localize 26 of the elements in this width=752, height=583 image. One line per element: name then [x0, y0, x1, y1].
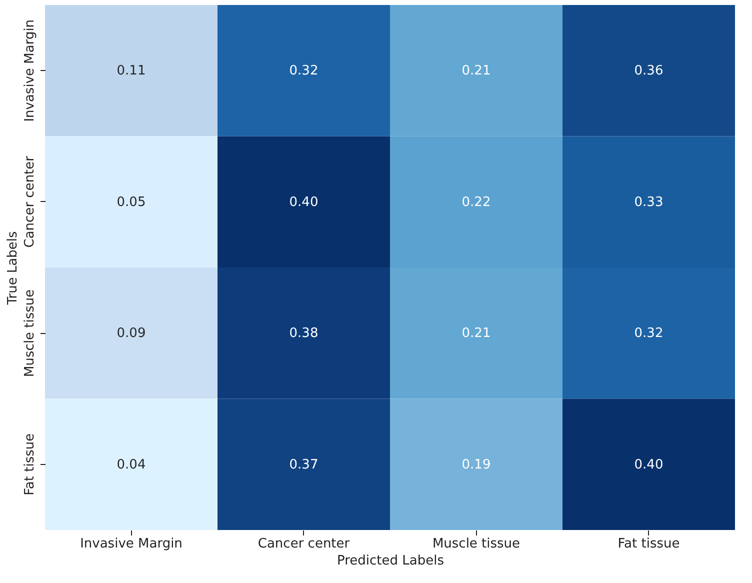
data-label: 0.36 [634, 64, 664, 79]
y-axis-title: True Labels [6, 230, 20, 306]
y-tick-label: Cancer center [22, 155, 38, 248]
data-label: 0.04 [116, 457, 146, 472]
data-label: 0.05 [116, 194, 146, 210]
x-tick-label: Muscle tissue [432, 536, 520, 552]
data-label: 0.21 [462, 326, 491, 342]
y-tick-label: Fat tissue [22, 433, 38, 496]
data-label: 0.40 [289, 194, 318, 210]
data-label: 0.32 [289, 64, 318, 79]
data-label: 0.11 [116, 64, 146, 79]
y-tick-label: Invasive Margin [22, 19, 38, 122]
data-label: 0.40 [634, 457, 664, 472]
x-axis-title: Predicted Labels [336, 554, 444, 568]
data-label: 0.09 [116, 326, 146, 342]
data-label: 0.37 [289, 457, 318, 472]
x-tick-label: Fat tissue [618, 536, 680, 552]
data-label: 0.21 [462, 64, 491, 79]
data-label: 0.38 [289, 326, 318, 342]
data-label: 0.33 [634, 194, 664, 210]
data-label: 0.22 [462, 194, 491, 210]
x-tick-label: Invasive Margin [80, 536, 182, 552]
x-tick-label: Cancer center [258, 536, 350, 552]
y-tick-label: Muscle tissue [22, 289, 38, 377]
data-label: 0.19 [462, 457, 491, 472]
data-label: 0.32 [634, 326, 664, 342]
